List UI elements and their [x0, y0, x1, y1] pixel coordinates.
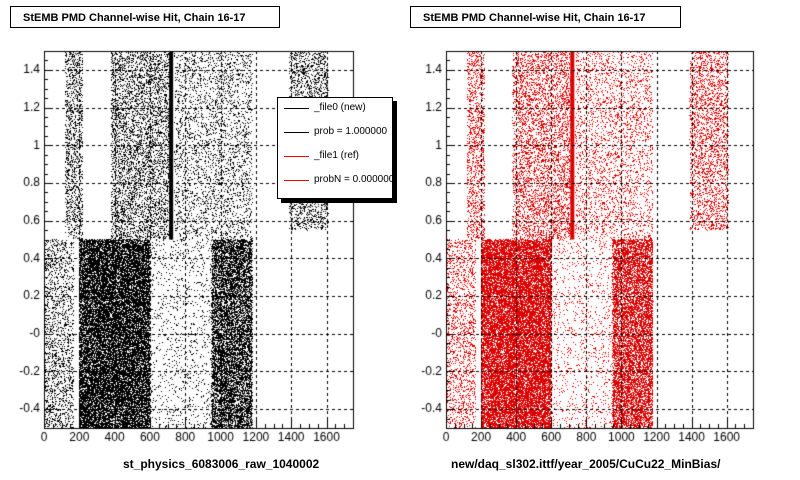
left-chart-title: StEMB PMD Channel-wise Hit, Chain 16-17 — [10, 6, 280, 28]
legend-swatch — [284, 108, 309, 109]
right-chart-title: StEMB PMD Channel-wise Hit, Chain 16-17 — [410, 6, 681, 28]
legend-label: prob = 1.000000 — [314, 126, 388, 137]
legend-label: _file0 (new) — [314, 102, 366, 113]
legend-entry: prob = 1.000000 — [278, 124, 392, 142]
legend-label: probN = 0.000000 — [314, 174, 393, 185]
legend-entry: _file1 (ref) — [278, 148, 392, 166]
legend-swatch — [284, 156, 309, 157]
legend-swatch — [284, 132, 309, 133]
legend: _file0 (new) prob = 1.000000 _file1 (ref… — [277, 97, 393, 199]
right-x-axis-label: new/daq_sl302.ittf/year_2005/CuCu22_MinB… — [451, 457, 721, 471]
left-x-axis-label: st_physics_6083006_raw_1040002 — [123, 457, 320, 471]
legend-swatch — [284, 180, 309, 181]
legend-entry: _file0 (new) — [278, 100, 392, 118]
legend-entry: probN = 0.000000 — [278, 172, 392, 190]
legend-label: _file1 (ref) — [314, 150, 360, 161]
